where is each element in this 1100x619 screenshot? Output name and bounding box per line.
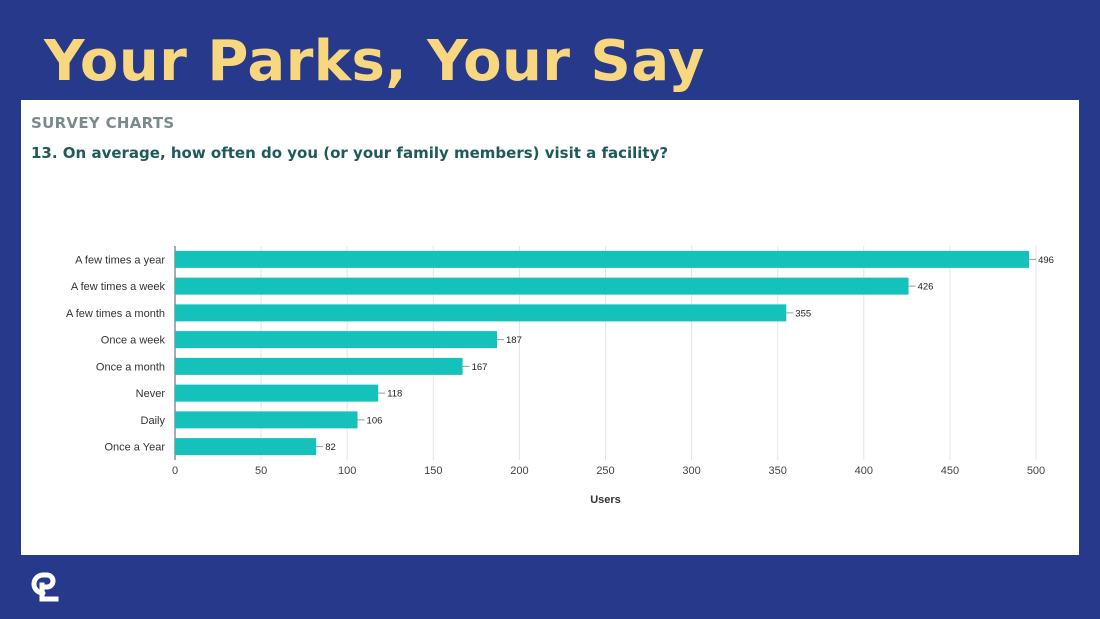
bar	[175, 357, 463, 375]
data-label: 426	[918, 282, 934, 293]
x-tick-label: 200	[510, 465, 528, 477]
data-label: 496	[1038, 255, 1054, 266]
category-label: A few times a week	[71, 281, 166, 293]
bar	[175, 304, 787, 322]
data-label: 106	[367, 415, 383, 426]
x-tick-label: 250	[596, 465, 614, 477]
category-label: Once a week	[101, 335, 166, 347]
x-tick-label: 350	[769, 465, 787, 477]
bar-chart: 0 50 100 150 200 250 300 350 400 450 500 A few time…	[66, 246, 1054, 506]
data-label: 82	[325, 442, 336, 453]
x-tick-label: 50	[255, 465, 267, 477]
bar	[175, 411, 358, 429]
data-label: 167	[472, 362, 488, 373]
category-label: Never	[136, 388, 166, 400]
bar	[175, 250, 1030, 268]
bar	[175, 384, 379, 402]
chart-panel: SURVEY CHARTS 13. On average, how often …	[21, 100, 1079, 555]
section-label: SURVEY CHARTS	[31, 114, 175, 132]
category-label: Daily	[141, 415, 166, 427]
data-label: 355	[795, 308, 811, 319]
x-tick-label: 500	[1027, 465, 1045, 477]
category-label: Once a Year	[104, 442, 165, 454]
category-label: A few times a year	[75, 254, 165, 266]
bar	[175, 277, 909, 295]
x-tick-label: 0	[172, 465, 178, 477]
slide-title: Your Parks, Your Say	[44, 29, 705, 94]
category-label: Once a month	[96, 361, 165, 373]
x-tick-label: 450	[941, 465, 959, 477]
x-axis-title: Users	[590, 494, 621, 506]
x-tick-label: 150	[424, 465, 442, 477]
question-title: 13. On average, how often do you (or you…	[31, 144, 669, 162]
x-tick-label: 300	[682, 465, 700, 477]
x-tick-label: 100	[338, 465, 356, 477]
data-label: 187	[506, 335, 522, 346]
cpl-logo-icon	[28, 570, 60, 609]
x-tick-label: 400	[855, 465, 873, 477]
bar	[175, 331, 498, 349]
bar	[175, 438, 317, 456]
data-label: 118	[387, 389, 402, 400]
category-label: A few times a month	[66, 308, 165, 320]
